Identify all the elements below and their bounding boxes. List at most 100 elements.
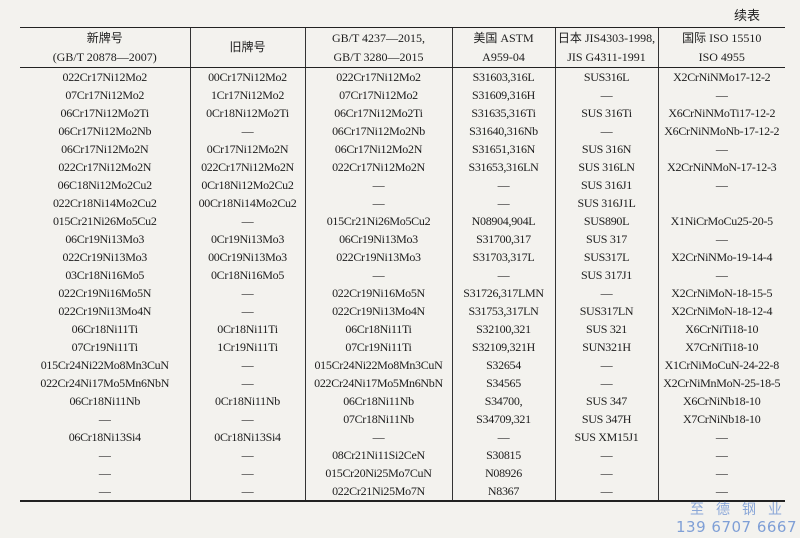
cell-astm: N08904,904L [451,212,555,230]
cell-new-grade: 06Cr19Ni13Mo3 [65,232,145,246]
cell-old-grade: 1Cr17Ni12Mo2 [189,86,305,104]
table-row: 015Cr21Ni26Mo5Cu2—015Cr21Ni26Mo5Cu2 N0890… [20,212,785,230]
table-row: 022Cr17Ni12Mo2N 022Cr17Ni12Mo2N 022Cr17Ni1… [20,158,785,176]
cell-jis: SUS XM15J1 [554,428,658,446]
cell-gb-t-4237: 06Cr17Ni12Mo2Ti [304,104,452,122]
cell-old-grade: — [189,122,305,140]
cell-old-grade: 00Cr18Ni14Mo2Cu2 [189,194,305,212]
cell-old-grade: — [189,464,305,482]
cell-astm: — [451,428,555,446]
cell-iso: X2CrNiNMo17-12-2 [657,67,785,86]
cell-gb-t-4237: 06Cr17Ni12Mo2N [304,140,452,158]
header-line: 新牌号 [86,30,123,45]
table-row: — —07Cr18Ni11Nb S34709,321 SUS 347H X7CrNiNb… [20,410,785,428]
cell-iso: — [657,464,785,482]
cell-iso: X2CrNiMoN-18-15-5 [657,284,785,302]
header-gb-t-4237: GB/T 4237—2015, GB/T 3280—2015 [304,27,452,68]
cell-gb-t-4237: 06Cr18Ni11Nb [304,392,452,410]
header-line: 美国 ASTM [473,30,534,45]
cell-new-grade: — [98,412,111,426]
cell-iso: X2CrNiMoN-18-12-4 [657,302,785,320]
cell-iso: X2CrNiNMoN-17-12-3 [657,158,785,176]
cell-iso: X1CrNiMoCuN-24-22-8 [657,356,785,374]
cell-new-grade: 022Cr17Ni12Mo2N [58,160,152,174]
cell-jis: — [554,356,658,374]
cell-old-grade: 0Cr18Ni11Ti [189,320,305,338]
header-astm: 美国 ASTM A959-04 [451,27,555,68]
header-line: 日本 JIS4303-1998, [557,30,656,45]
cell-new-grade: 06Cr18Ni13Si4 [68,430,141,444]
cell-new-grade: 06Cr17Ni12Mo2Ti [60,106,150,120]
cell-gb-t-4237: 022Cr17Ni12Mo2N [304,158,452,176]
table-row: 06Cr18Ni13Si4 0Cr18Ni13Si4— — SUS XM15J1— [20,428,785,446]
cell-astm: S34565 [451,374,555,392]
table-row: 06Cr18Ni11Nb 0Cr18Ni11Nb 06Cr18Ni11Nb S3470… [20,392,785,410]
table-row: 015Cr24Ni22Mo8Mn3CuN —015Cr24Ni22Mo8Mn3Cu… [20,356,785,374]
watermark-phone: 139 6707 6667 [676,518,798,536]
cell-old-grade: — [189,302,305,320]
cell-new-grade: 022Cr18Ni14Mo2Cu2 [52,196,157,210]
table-row: 022Cr17Ni12Mo2 00Cr17Ni12Mo2 022Cr17Ni12Mo… [20,67,785,86]
cell-old-grade: — [189,410,305,428]
cell-jis: SUS 316J1 [554,176,658,194]
cell-gb-t-4237: 015Cr21Ni26Mo5Cu2 [304,212,452,230]
cell-new-grade: — [20,482,190,502]
table-header-row: 新牌号 (GB/T 20878—2007) 旧牌号 GB/T 4237—2015, GB… [20,27,785,68]
cell-new-grade: 022Cr19Ni13Mo3 [62,250,148,264]
cell-astm: S31753,317LN [451,302,555,320]
cell-old-grade: 0Cr18Ni16Mo5 [189,266,305,284]
cell-new-grade: 015Cr21Ni26Mo5Cu2 [52,214,157,228]
cell-iso: X1NiCrMoCu25-20-5 [657,212,785,230]
cell-gb-t-4237: — [304,428,452,446]
cell-astm: S32109,321H [451,338,555,356]
table-row: 06Cr18Ni11Ti 0Cr18Ni11Ti 06Cr18Ni11Ti S3210… [20,320,785,338]
cell-old-grade: 00Cr17Ni12Mo2 [189,67,305,86]
cell-astm: N8367 [451,482,555,502]
header-line: GB/T 3280—2015 [333,49,424,64]
continued-label: 续表 [734,8,761,23]
cell-jis: SUN321H [554,338,658,356]
cell-old-grade: — [189,374,305,392]
cell-gb-t-4237: 015Cr20Ni25Mo7CuN [304,464,452,482]
cell-iso: — [657,482,785,502]
cell-iso: X2CrNiMnMoN-25-18-5 [657,374,785,392]
cell-jis: SUS 316N [554,140,658,158]
cell-new-grade: 07Cr19Ni11Ti [71,340,139,354]
cell-jis: SUS 316Ti [554,104,658,122]
cell-iso: — [657,428,785,446]
cell-new-grade: 015Cr24Ni22Mo8Mn3CuN [40,358,169,372]
cell-astm: S31640,316Nb [451,122,555,140]
cell-old-grade: 0Cr18Ni11Nb [189,392,305,410]
cell-jis: — [554,86,658,104]
cell-old-grade: 0Cr18Ni12Mo2Cu2 [189,176,305,194]
header-line: (GB/T 20878—2007) [52,49,157,64]
cell-gb-t-4237: 022Cr21Ni25Mo7N [304,482,452,502]
table-row: — —022Cr21Ni25Mo7N N8367— — [20,482,785,502]
table-row: 06Cr17Ni12Mo2Ti 0Cr18Ni12Mo2Ti 06Cr17Ni12M… [20,104,785,122]
table-row: 03Cr18Ni16Mo5 0Cr18Ni16Mo5— — SUS 317J1— [20,266,785,284]
cell-jis: SUS 347H [554,410,658,428]
cell-astm: S34709,321 [451,410,555,428]
table-body: 022Cr17Ni12Mo2 00Cr17Ni12Mo2 022Cr17Ni12Mo… [20,67,785,502]
cell-gb-t-4237: 06Cr17Ni12Mo2Nb [304,122,452,140]
cell-old-grade: — [189,284,305,302]
cell-astm: S31651,316N [451,140,555,158]
header-line: A959-04 [482,49,525,64]
header-jis: 日本 JIS4303-1998, JIS G4311-1991 [554,27,658,68]
cell-jis: — [554,284,658,302]
cell-astm: S31603,316L [451,67,555,86]
header-line: 旧牌号 [229,40,266,54]
cell-astm: S31653,316LN [451,158,555,176]
cell-old-grade: 0Cr18Ni13Si4 [189,428,305,446]
cell-jis: — [554,122,658,140]
cell-iso: X6CrNiNb18-10 [657,392,785,410]
cell-new-grade: 022Cr19Ni16Mo5N [58,286,152,300]
cell-jis: SUS 316J1L [554,194,658,212]
cell-gb-t-4237: 022Cr24Ni17Mo5Mn6NbN [304,374,452,392]
cell-iso: — [657,140,785,158]
header-line: JIS G4311-1991 [567,49,646,64]
table-row: 022Cr19Ni13Mo4N —022Cr19Ni13Mo4N S31753,31… [20,302,785,320]
cell-new-grade: 022Cr17Ni12Mo2 [62,70,148,84]
watermark-company: 至德钢业 [690,502,794,518]
cell-jis: — [554,482,658,502]
